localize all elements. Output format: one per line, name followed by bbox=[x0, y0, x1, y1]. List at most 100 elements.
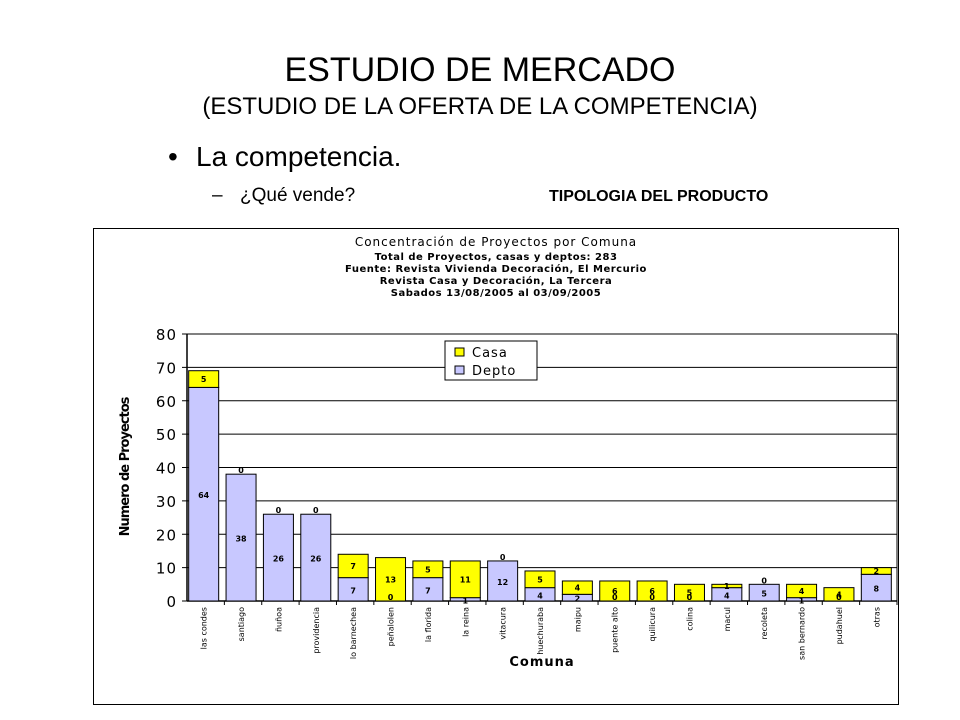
data-label-depto: 0 bbox=[687, 593, 693, 602]
slide-subtitle: (ESTUDIO DE LA OFERTA DE LA COMPETENCIA) bbox=[202, 93, 758, 120]
y-tick-label: 0 bbox=[166, 593, 177, 611]
data-label-casa: 5 bbox=[537, 575, 543, 584]
x-tick-label: macul bbox=[723, 607, 732, 631]
data-label-depto: 0 bbox=[388, 593, 394, 602]
data-label-casa: 7 bbox=[350, 562, 356, 571]
bar-casa bbox=[673, 583, 705, 602]
legend-swatch-depto bbox=[454, 365, 465, 375]
x-tick-label: vitacura bbox=[499, 607, 508, 640]
sub-bullet-item: – ¿Qué vende? bbox=[212, 184, 355, 208]
data-label-casa: 0 bbox=[500, 553, 506, 562]
bar-casa bbox=[337, 553, 369, 579]
x-tick-label: otras bbox=[872, 607, 881, 627]
data-label-depto: 4 bbox=[724, 591, 730, 600]
data-label-casa: 0 bbox=[238, 466, 244, 475]
data-label-casa: 4 bbox=[575, 584, 581, 593]
sub-bullet-text: ¿Qué vende? bbox=[240, 185, 356, 206]
data-label-depto: 1 bbox=[462, 596, 468, 605]
x-tick-label: pudahuel bbox=[835, 607, 844, 644]
sub-bullet-marker: – bbox=[212, 185, 223, 206]
bar-casa bbox=[711, 583, 743, 589]
chart-title-line: Sabados 13/08/2005 al 03/09/2005 bbox=[391, 288, 601, 299]
data-label-casa: 2 bbox=[874, 567, 880, 576]
data-label-depto: 4 bbox=[537, 591, 543, 600]
data-label-casa: 13 bbox=[385, 575, 396, 584]
data-label-depto: 5 bbox=[761, 590, 767, 599]
bar-casa bbox=[375, 557, 407, 602]
data-label-casa: 1 bbox=[724, 582, 730, 591]
bar-depto bbox=[225, 473, 257, 602]
x-tick-label: colina bbox=[685, 607, 694, 631]
bar-casa bbox=[524, 570, 556, 589]
chart-title-line: Concentración de Proyectos por Comuna bbox=[355, 235, 637, 249]
bar-depto bbox=[748, 583, 780, 602]
chart-title-line: Fuente: Revista Vivienda Decoración, El … bbox=[345, 263, 647, 275]
bar-depto bbox=[300, 513, 332, 602]
data-label-depto: 38 bbox=[235, 535, 247, 544]
legend-label-casa: Casa bbox=[472, 346, 508, 361]
y-tick-label: 40 bbox=[156, 460, 177, 478]
x-tick-label: maipu bbox=[573, 607, 582, 632]
slide-title: ESTUDIO DE MERCADO bbox=[284, 51, 676, 89]
data-label-casa: 5 bbox=[687, 589, 693, 598]
bar-depto bbox=[188, 386, 220, 602]
data-label-casa: 6 bbox=[612, 587, 618, 596]
data-label-depto: 26 bbox=[273, 555, 285, 564]
x-tick-label: la reina bbox=[461, 607, 470, 637]
bar-casa bbox=[188, 370, 220, 388]
data-label-casa: 4 bbox=[836, 590, 842, 599]
bar-casa bbox=[561, 580, 593, 595]
section-label: TIPOLOGIA DEL PRODUCTO bbox=[549, 188, 769, 205]
data-label-casa: 0 bbox=[313, 506, 319, 515]
data-label-depto: 8 bbox=[874, 585, 880, 594]
y-tick-label: 50 bbox=[156, 426, 177, 444]
x-tick-label: recoleta bbox=[760, 607, 769, 640]
data-label-depto: 0 bbox=[836, 593, 842, 602]
data-label-casa: 6 bbox=[649, 587, 655, 596]
y-tick-label: 80 bbox=[156, 326, 177, 344]
x-tick-label: peñalolen bbox=[387, 607, 396, 646]
data-label-casa: 5 bbox=[201, 375, 207, 384]
data-label-depto: 1 bbox=[799, 596, 805, 605]
data-label-casa: 4 bbox=[799, 587, 805, 596]
bar-depto bbox=[487, 560, 519, 602]
bar-casa bbox=[599, 580, 631, 602]
x-tick-label: huechuraba bbox=[536, 607, 545, 655]
data-label-casa: 0 bbox=[761, 576, 767, 585]
bar-casa bbox=[823, 587, 855, 602]
bar-casa bbox=[636, 580, 668, 602]
x-tick-label: puente alto bbox=[611, 607, 620, 653]
data-label-depto: 7 bbox=[350, 586, 356, 595]
data-label-casa: 0 bbox=[276, 506, 282, 515]
x-tick-label: la florida bbox=[424, 607, 433, 642]
data-label-depto: 2 bbox=[575, 595, 581, 604]
x-axis-title: Comuna bbox=[509, 655, 574, 670]
x-tick-label: quilicura bbox=[648, 607, 657, 642]
bar-casa bbox=[860, 567, 892, 575]
legend-swatch-casa bbox=[454, 347, 465, 357]
x-tick-label: ñuñoa bbox=[274, 607, 283, 632]
x-tick-label: lo barnechea bbox=[349, 607, 358, 659]
bar-depto bbox=[262, 513, 294, 602]
bullet-text: La competencia. bbox=[196, 141, 402, 172]
x-tick-label: providencia bbox=[312, 607, 321, 654]
y-axis-title: Numero de Proyectos bbox=[118, 396, 133, 536]
chart-title-line: Total de Proyectos, casas y deptos: 283 bbox=[375, 252, 618, 263]
data-label-depto: 0 bbox=[612, 593, 618, 602]
bar-casa bbox=[449, 560, 481, 599]
data-label-depto: 7 bbox=[425, 586, 431, 595]
y-tick-label: 30 bbox=[156, 493, 177, 511]
bar-casa bbox=[412, 560, 444, 579]
bullet-marker: • bbox=[168, 141, 178, 172]
x-tick-label: san bernardo bbox=[798, 607, 807, 660]
chart-title-line: Revista Casa y Decoración, La Tercera bbox=[380, 275, 613, 287]
bullet-item: • La competencia. bbox=[168, 140, 401, 174]
legend-label-depto: Depto bbox=[472, 364, 516, 379]
data-label-depto: 26 bbox=[310, 555, 322, 564]
data-label-casa: 5 bbox=[425, 565, 431, 574]
chart-frame bbox=[93, 228, 899, 705]
y-tick-label: 70 bbox=[156, 359, 177, 377]
y-tick-label: 10 bbox=[156, 560, 177, 578]
y-tick-label: 20 bbox=[156, 526, 177, 544]
